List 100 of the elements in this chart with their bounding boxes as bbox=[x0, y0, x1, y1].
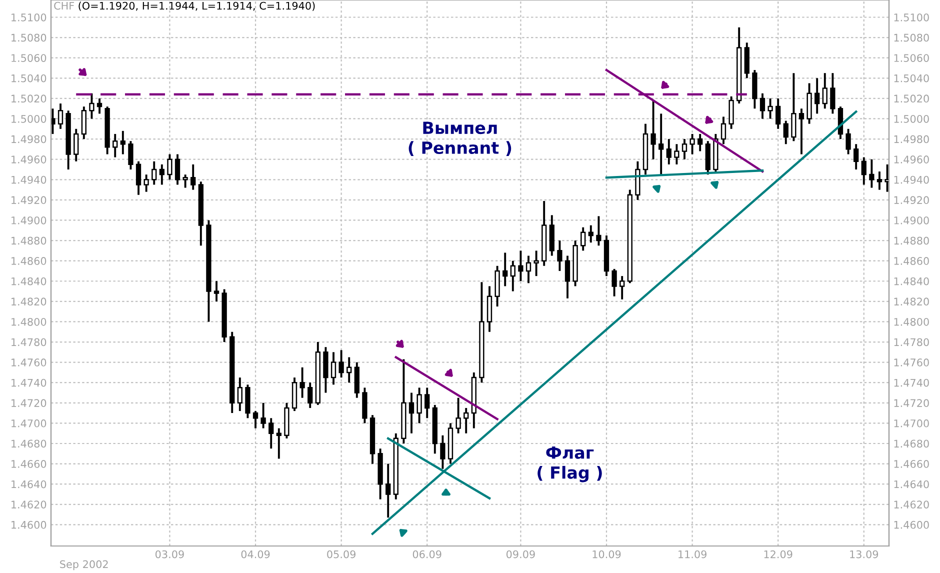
candlestick bbox=[237, 376, 242, 412]
x-tick-label: 06.09 bbox=[412, 550, 442, 558]
y2-tick-label: 1.4660 bbox=[894, 460, 929, 468]
y2-tick-label: 1.4860 bbox=[894, 257, 929, 265]
candlestick bbox=[798, 108, 804, 156]
candlestick bbox=[822, 72, 828, 110]
candlestick bbox=[464, 407, 469, 434]
candlestick bbox=[330, 351, 336, 386]
candlestick bbox=[534, 250, 539, 278]
candlestick bbox=[791, 72, 796, 142]
chart-subtitle: (O=1.1920, H=1.1944, L=1.1914, C=1.1940) bbox=[78, 2, 315, 11]
candlestick bbox=[456, 396, 461, 434]
y2-tick-label: 1.5000 bbox=[894, 114, 929, 123]
x-tick-label: 13.09 bbox=[850, 550, 878, 558]
y-tick-label: 1.4920 bbox=[12, 196, 46, 204]
candlestick bbox=[768, 97, 773, 120]
candlestick bbox=[174, 153, 180, 186]
y-tick-label: 1.4680 bbox=[12, 440, 46, 448]
y-tick-label: 1.4660 bbox=[12, 460, 46, 468]
x-tick-label: 04.09 bbox=[241, 550, 270, 558]
candlestick bbox=[760, 92, 766, 120]
candlestick bbox=[510, 260, 516, 292]
annotation: Вымпел ( Pennant ) bbox=[408, 122, 512, 156]
candlestick bbox=[214, 280, 220, 302]
candlestick bbox=[720, 116, 726, 146]
y2-tick-label: 1.5020 bbox=[894, 94, 929, 103]
y-tick-label: 1.4800 bbox=[12, 318, 46, 326]
candlestick bbox=[580, 226, 586, 252]
y2-tick-label: 1.4980 bbox=[894, 135, 929, 144]
y-tick-label: 1.4960 bbox=[12, 156, 46, 164]
y2-tick-label: 1.4940 bbox=[894, 176, 929, 184]
x-tick-label: 12.09 bbox=[764, 550, 792, 558]
y-tick-label: 1.4740 bbox=[12, 378, 46, 387]
candlestick bbox=[728, 95, 734, 130]
candlestick bbox=[876, 170, 882, 191]
x-tick-label: 05.09 bbox=[327, 550, 356, 558]
x-tick-label: 10.09 bbox=[592, 550, 621, 558]
candlestick bbox=[658, 112, 664, 176]
candlestick bbox=[346, 356, 352, 384]
candlestick bbox=[854, 143, 859, 170]
candlestick bbox=[564, 254, 570, 300]
y-tick-label: 1.4980 bbox=[12, 135, 46, 144]
candlestick bbox=[884, 163, 889, 193]
y-tick-label: 1.4940 bbox=[12, 176, 46, 184]
candlestick bbox=[557, 240, 562, 272]
y-tick-label: 1.4640 bbox=[12, 480, 46, 488]
y2-tick-label: 1.5100 bbox=[894, 13, 929, 22]
candlestick bbox=[674, 143, 680, 166]
candlestick bbox=[682, 138, 688, 160]
candlestick bbox=[338, 349, 344, 379]
y-tick-label: 1.4880 bbox=[12, 236, 46, 245]
y2-tick-label: 1.4960 bbox=[894, 156, 929, 164]
y2-tick-label: 1.5060 bbox=[894, 54, 929, 62]
candlestick bbox=[869, 158, 874, 189]
candlestick bbox=[159, 163, 164, 186]
y2-tick-label: 1.4760 bbox=[894, 358, 929, 366]
candlestick bbox=[308, 382, 313, 409]
y-tick-label: 1.5000 bbox=[12, 114, 46, 123]
y2-tick-label: 1.5080 bbox=[894, 34, 929, 42]
candlestick bbox=[190, 163, 196, 191]
candlestick bbox=[128, 140, 134, 170]
candlestick bbox=[830, 72, 836, 115]
y2-tick-label: 1.4880 bbox=[894, 236, 929, 245]
y-tick-label: 1.4720 bbox=[12, 399, 46, 408]
candlestick bbox=[650, 99, 656, 160]
x-tick-label: 09.09 bbox=[506, 550, 535, 558]
y2-tick-label: 1.4900 bbox=[894, 216, 929, 224]
candlestick bbox=[268, 417, 274, 450]
y-tick-label: 1.4820 bbox=[12, 298, 46, 306]
y2-tick-label: 1.4640 bbox=[894, 480, 929, 488]
candlestick bbox=[620, 275, 625, 300]
y2-tick-label: 1.4820 bbox=[894, 298, 929, 306]
y-tick-label: 1.5060 bbox=[12, 54, 46, 62]
candlestick bbox=[814, 77, 820, 115]
y-tick-label: 1.4860 bbox=[12, 257, 46, 265]
candlestick bbox=[182, 174, 188, 189]
candlestick bbox=[666, 138, 672, 166]
y-tick-label: 1.4600 bbox=[12, 520, 46, 529]
candlestick bbox=[74, 128, 79, 162]
candlestick bbox=[596, 215, 602, 247]
y-tick-label: 1.5080 bbox=[12, 34, 46, 42]
candlestick bbox=[300, 366, 305, 399]
x-tick-label: 11.09 bbox=[678, 550, 706, 558]
y2-tick-label: 1.4920 bbox=[894, 196, 929, 204]
candlestick bbox=[51, 108, 56, 135]
chart-title: CHF bbox=[54, 2, 74, 10]
candlestick bbox=[167, 153, 172, 181]
candlestick bbox=[386, 462, 391, 519]
candlestick bbox=[416, 386, 422, 424]
candlestick bbox=[783, 120, 788, 146]
y2-tick-label: 1.4740 bbox=[894, 378, 929, 387]
candlestick bbox=[612, 268, 617, 298]
candlestick bbox=[408, 392, 414, 434]
x-tick-label: 03.09 bbox=[155, 550, 184, 558]
y2-tick-label: 1.4700 bbox=[894, 419, 929, 428]
y2-tick-label: 1.4800 bbox=[894, 318, 929, 326]
candlestick bbox=[81, 106, 86, 140]
y2-tick-label: 1.4840 bbox=[894, 277, 929, 286]
y2-tick-label: 1.4680 bbox=[894, 440, 929, 448]
y2-tick-label: 1.4620 bbox=[894, 500, 929, 508]
